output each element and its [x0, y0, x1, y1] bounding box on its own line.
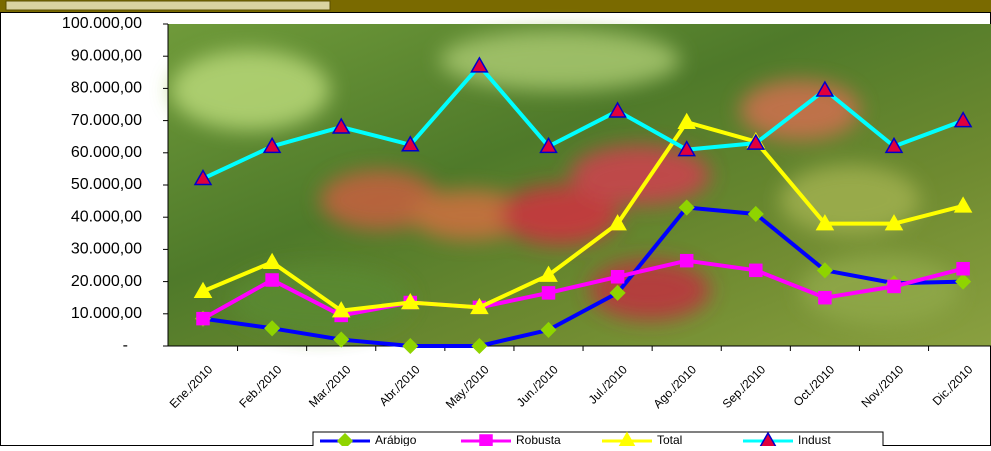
series-line [202, 258, 964, 321]
data-point [402, 337, 419, 355]
data-point [264, 320, 281, 337]
y-tick-label: 20.000,00 [71, 273, 142, 290]
data-point [196, 311, 210, 326]
data-point [541, 286, 556, 300]
data-point [470, 297, 489, 315]
data-point [747, 205, 764, 223]
plot-background [168, 24, 991, 346]
data-point [193, 281, 213, 299]
legend: Arábigo Robusta Total Indust [312, 431, 884, 451]
series-line [202, 63, 964, 181]
data-point [470, 56, 489, 73]
data-point [677, 112, 696, 129]
data-point [401, 293, 420, 310]
y-tick-label: 60.000,00 [71, 144, 142, 161]
data-point [678, 199, 695, 216]
series-line [202, 120, 964, 313]
y-tick-label: 100.000,00 [62, 15, 142, 32]
data-point [679, 253, 694, 268]
data-point [539, 265, 558, 282]
data-point [262, 136, 282, 154]
data-point [471, 337, 488, 355]
data-point [333, 331, 350, 348]
legend-label: Robusta [516, 433, 561, 446]
data-point [193, 169, 213, 186]
data-point [887, 279, 901, 294]
y-tick-label: 30.000,00 [71, 241, 142, 258]
data-point [331, 301, 351, 318]
data-point [609, 284, 626, 301]
top-box [5, 0, 331, 11]
data-point [816, 262, 833, 279]
data-point [610, 270, 625, 284]
data-point [749, 263, 763, 278]
data-point [331, 117, 351, 134]
data-point [265, 273, 279, 287]
data-point [953, 111, 973, 128]
y-tick-label: - [123, 337, 128, 354]
data-point [815, 214, 835, 231]
y-tick-label: 50.000,00 [71, 176, 142, 193]
data-point [956, 261, 970, 276]
data-point [884, 214, 904, 231]
series-line [202, 205, 964, 348]
data-point [746, 133, 766, 150]
data-point [401, 135, 420, 152]
data-point [677, 140, 696, 157]
data-point [953, 196, 973, 213]
data-point [608, 214, 627, 231]
data-point [818, 290, 832, 305]
legend-label: Indust [798, 433, 831, 446]
y-tick-label: 10.000,00 [71, 305, 142, 322]
data-point [608, 101, 627, 118]
legend-label: Total [657, 433, 682, 446]
data-point [884, 136, 904, 154]
data-point [815, 80, 835, 97]
legend-marker [479, 434, 493, 448]
y-tick-label: 90.000,00 [71, 47, 142, 64]
data-point [262, 252, 282, 270]
data-point [955, 273, 972, 290]
legend-label: Arábigo [375, 433, 417, 446]
data-point [540, 321, 557, 338]
data-point [539, 136, 558, 154]
y-tick-label: 70.000,00 [71, 112, 142, 129]
y-tick-label: 40.000,00 [71, 208, 142, 225]
y-tick-label: 80.000,00 [71, 80, 142, 97]
